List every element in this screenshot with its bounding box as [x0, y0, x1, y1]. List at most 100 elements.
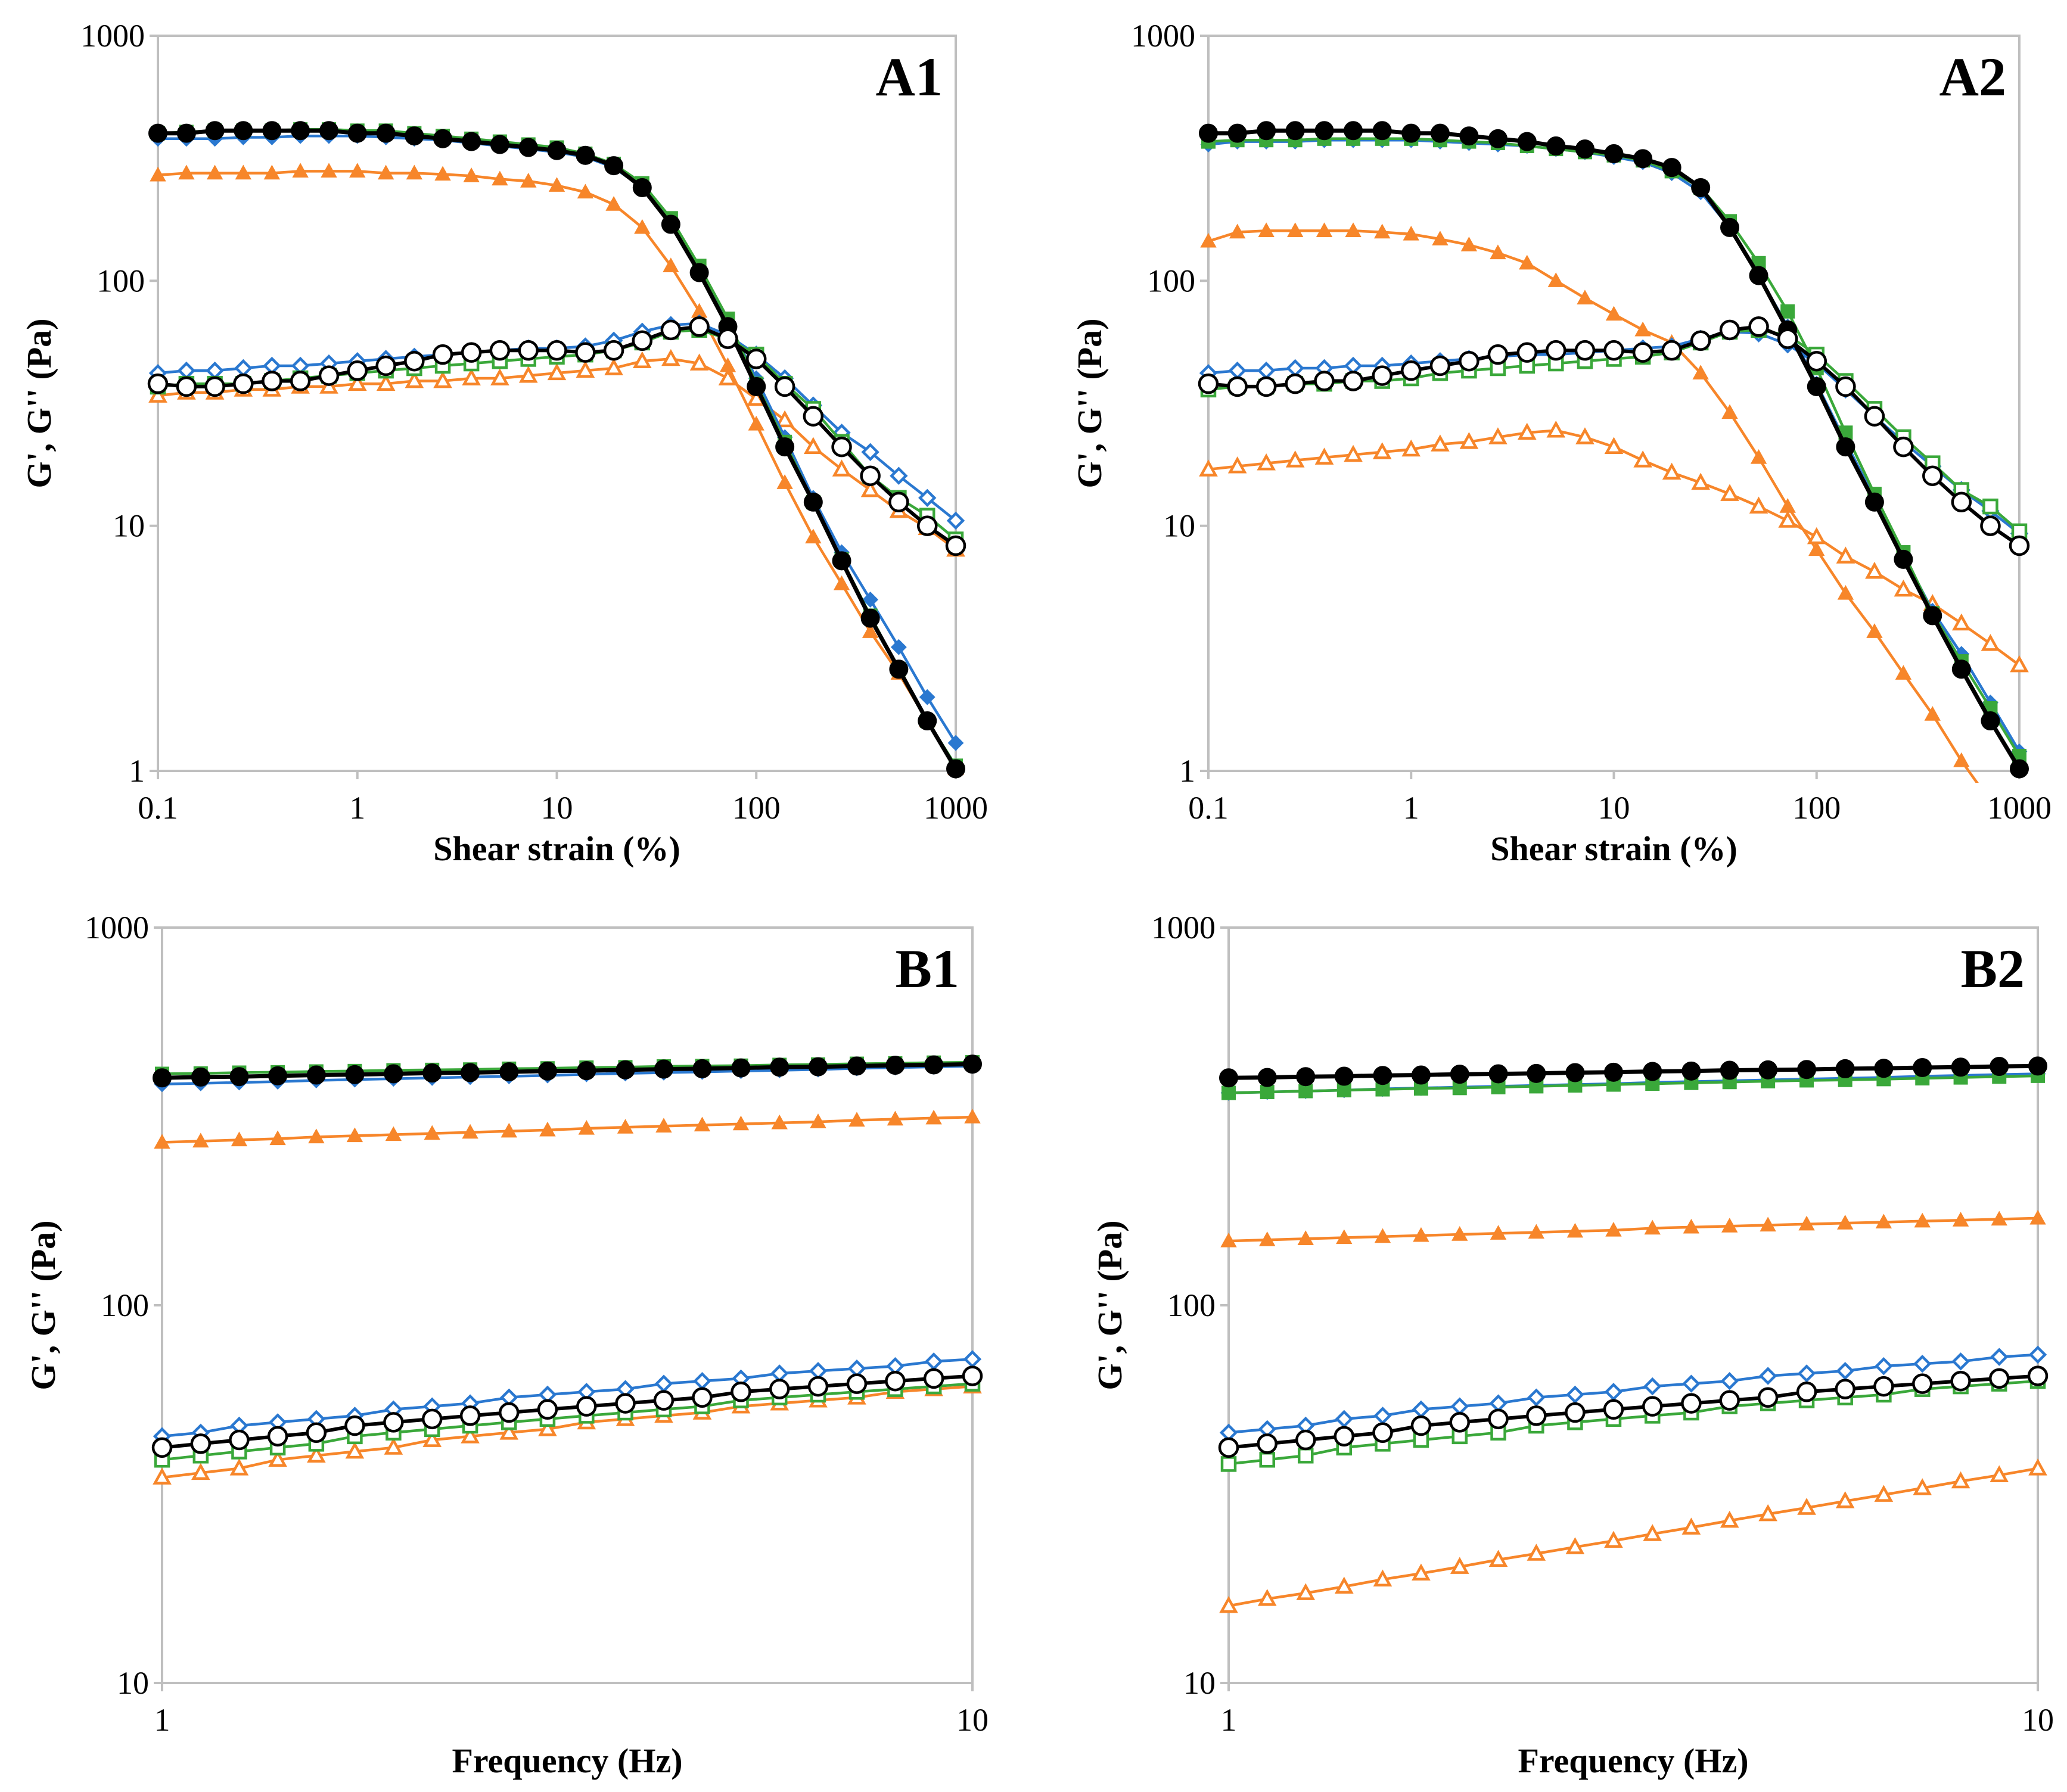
data-point-circle — [660, 319, 682, 341]
data-point-circle — [1218, 1437, 1239, 1458]
data-point-triangle — [1450, 1557, 1469, 1574]
data-point-circle — [1450, 1065, 1469, 1084]
data-point-triangle — [1372, 442, 1392, 459]
data-point-circle — [1575, 139, 1594, 159]
data-point-triangle — [1643, 1524, 1662, 1541]
data-point-triangle — [292, 163, 309, 178]
plot-area — [1198, 121, 2030, 851]
data-point-triangle — [1488, 1550, 1508, 1567]
data-point-triangle — [1951, 1471, 1970, 1489]
data-point-circle — [1980, 515, 2001, 536]
data-point-triangle — [1451, 1226, 1468, 1241]
data-point-triangle — [1749, 496, 1768, 514]
data-point-circle — [1950, 1370, 1971, 1392]
data-point-circle — [1342, 371, 1364, 391]
data-point-triangle — [1227, 456, 1247, 474]
data-point-circle — [717, 328, 738, 349]
data-point-triangle — [1924, 706, 1941, 721]
data-point-circle — [1893, 436, 1914, 458]
data-point-circle — [604, 156, 624, 176]
data-point-triangle — [349, 163, 366, 178]
data-point-diamond — [809, 1362, 828, 1380]
data-point-triangle — [191, 1463, 210, 1480]
data-point-circle — [375, 355, 396, 377]
x-axis-title: Shear strain (%) — [1490, 829, 1737, 868]
data-point-circle — [1603, 1399, 1624, 1420]
data-point-circle — [809, 1057, 828, 1077]
data-point-circle — [1642, 1396, 1663, 1417]
data-point-diamond — [1412, 1400, 1431, 1418]
data-point-circle — [1574, 340, 1596, 361]
data-point-triangle — [1401, 439, 1421, 457]
data-point-circle — [1951, 491, 1972, 513]
data-point-circle — [205, 121, 225, 141]
data-point-circle — [1198, 373, 1219, 394]
data-point-circle — [1913, 1057, 1932, 1077]
data-point-circle — [1459, 126, 1479, 146]
data-point-circle — [1807, 377, 1826, 396]
data-point-triangle — [860, 480, 880, 497]
data-point-triangle — [804, 437, 823, 454]
data-point-triangle — [1913, 1478, 1932, 1495]
data-point-triangle — [634, 219, 651, 234]
data-point-circle — [1836, 437, 1855, 457]
data-point-triangle — [1285, 450, 1305, 468]
data-point-circle — [1749, 266, 1768, 285]
data-point-triangle — [1758, 1504, 1777, 1522]
data-point-circle — [1748, 316, 1769, 337]
data-point-circle — [1874, 1059, 1894, 1078]
data-point-circle — [770, 1057, 789, 1077]
data-point-triangle — [1837, 585, 1854, 600]
series-orange-triangle-filled — [150, 163, 964, 776]
data-point-circle — [376, 123, 396, 143]
data-point-diamond — [1797, 1364, 1816, 1383]
data-point-circle — [1459, 350, 1479, 372]
data-point-triangle — [1604, 437, 1624, 454]
data-point-triangle — [661, 349, 680, 366]
y-tick-label: 100 — [97, 263, 145, 298]
data-point-triangle — [1865, 561, 1884, 579]
data-point-triangle — [694, 1116, 711, 1132]
data-point-circle — [889, 659, 909, 679]
data-point-triangle — [1778, 511, 1798, 528]
data-point-diamond — [234, 359, 253, 378]
data-point-triangle — [1721, 1218, 1738, 1233]
data-point-circle — [1719, 319, 1740, 341]
data-point-triangle — [346, 1127, 363, 1143]
data-point-triangle — [1565, 1537, 1585, 1554]
data-point-triangle — [1259, 1231, 1276, 1246]
data-point-circle — [1604, 144, 1624, 164]
series-line — [1228, 1074, 2038, 1094]
data-point-triangle — [887, 1110, 904, 1126]
data-point-triangle — [1374, 223, 1391, 239]
series-line — [161, 1374, 973, 1449]
y-tick-label: 1 — [129, 753, 145, 789]
data-point-circle — [191, 1067, 210, 1087]
data-point-circle — [615, 1393, 636, 1414]
data-point-diamond — [1604, 1383, 1623, 1401]
data-point-circle — [692, 1059, 712, 1078]
data-point-circle — [1633, 149, 1653, 169]
data-point-triangle — [1683, 1218, 1700, 1234]
data-point-circle — [1372, 1422, 1393, 1443]
data-point-triangle — [805, 528, 822, 544]
data-point-circle — [632, 330, 653, 351]
data-point-triangle — [1798, 1215, 1815, 1231]
data-point-circle — [461, 342, 482, 363]
data-point-diamond — [919, 689, 935, 705]
data-point-triangle — [1866, 623, 1883, 638]
data-point-triangle — [2012, 838, 2026, 851]
data-point-triangle — [345, 1441, 365, 1459]
y-axis-title: G', G'' (Pa) — [20, 318, 58, 488]
data-point-triangle — [1779, 498, 1796, 513]
data-point-square — [1297, 1448, 1314, 1464]
series-black-circle-filled — [153, 1054, 982, 1088]
data-point-circle — [1488, 1408, 1509, 1430]
data-point-circle — [2009, 535, 2030, 556]
data-point-circle — [1546, 340, 1566, 361]
data-point-triangle — [1604, 1530, 1623, 1548]
data-point-circle — [832, 551, 851, 571]
data-point-triangle — [268, 1449, 287, 1467]
data-point-diamond — [946, 511, 965, 530]
data-point-diamond — [1228, 361, 1247, 380]
